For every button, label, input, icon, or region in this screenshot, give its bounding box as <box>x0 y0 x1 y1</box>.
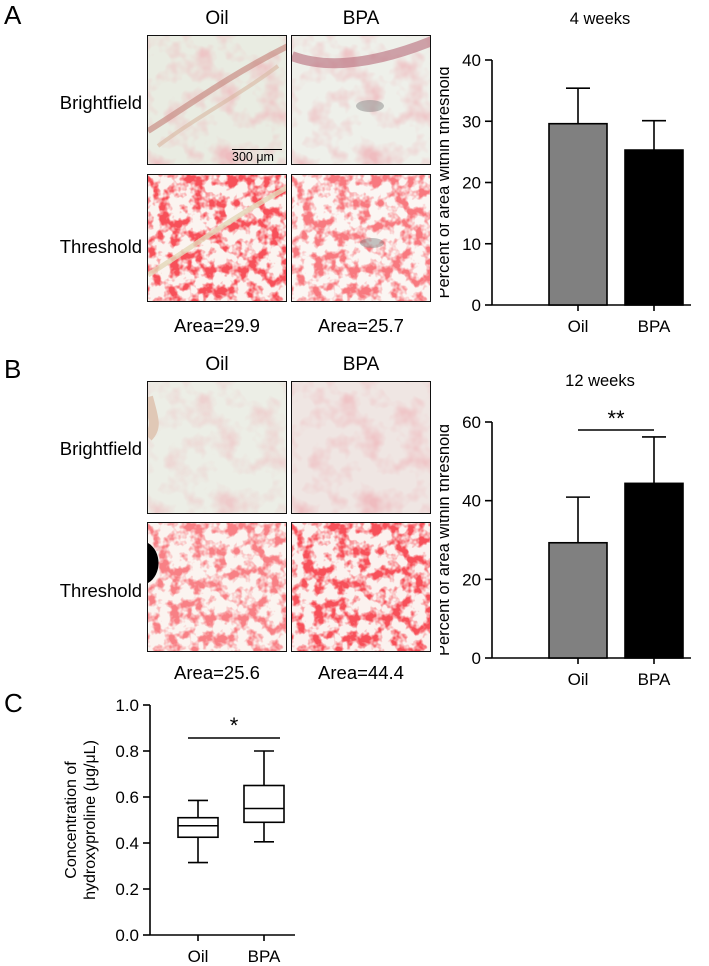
column-label-oil: Oil <box>205 8 229 29</box>
scale-bar-label: 300 μm <box>232 150 274 164</box>
y-tick-label: 0 <box>472 649 481 668</box>
y-tick-label: 0.2 <box>115 880 139 899</box>
x-tick-label: Oil <box>188 947 209 966</box>
box-oil <box>177 816 219 839</box>
y-tick-label: 20 <box>462 570 481 589</box>
y-tick-label: 10 <box>462 235 481 254</box>
y-tick-label: 30 <box>462 112 481 131</box>
bar-chart-12-weeks: 0 20 40 60 Oil BPA Percent of area within thre… <box>440 406 691 689</box>
x-tick-label: BPA <box>638 670 671 689</box>
row-label-brightfield: Brightfield <box>59 438 142 459</box>
y-tick-label: 60 <box>462 413 481 432</box>
y-tick-label: 40 <box>462 492 481 511</box>
y-tick-label: 0 <box>472 296 481 315</box>
row-label-threshold: Threshold <box>59 580 142 601</box>
significance-marker: ** <box>607 406 625 431</box>
area-label-b-oil: Area=25.6 <box>174 662 260 683</box>
y-tick-label: 0.8 <box>115 742 139 761</box>
area-label-a-bpa: Area=25.7 <box>318 315 404 336</box>
significance-marker: * <box>230 713 239 738</box>
panel-letter-a: A <box>4 0 22 30</box>
x-tick-label: Oil <box>568 670 589 689</box>
x-tick-label: BPA <box>248 947 281 966</box>
y-tick-label: 1.0 <box>115 696 139 715</box>
micrograph-b-bpa-brightfield <box>291 381 431 514</box>
y-axis-label: Percent of area within threshold <box>440 424 453 656</box>
micrograph-a-bpa-brightfield <box>291 35 431 165</box>
bar-bpa <box>624 482 684 659</box>
area-label-a-oil: Area=29.9 <box>174 315 260 336</box>
y-axis-label-line2: hydroxyproline (μg/μL) <box>82 740 99 900</box>
panel-letter-c: C <box>4 688 23 718</box>
y-tick-label: 0.4 <box>115 834 139 853</box>
micrograph-a-oil-brightfield <box>147 35 287 165</box>
column-label-bpa: BPA <box>342 8 380 29</box>
scale-bar <box>232 149 282 150</box>
chart-title-4-weeks: 4 weeks <box>569 10 631 28</box>
micrograph-b-oil-threshold <box>147 522 287 652</box>
bar-chart-4-weeks: 0 10 20 30 40 Oil BPA Percent of area within th… <box>440 51 691 336</box>
panel-letter-b: B <box>4 354 22 384</box>
column-label-oil: Oil <box>205 354 229 375</box>
y-axis-label-line1: Concentration of <box>63 761 80 879</box>
y-axis-label: Percent of area within threshold <box>440 66 453 298</box>
y-tick-label: 40 <box>462 51 481 70</box>
row-label-threshold: Threshold <box>59 236 142 257</box>
y-tick-label: 20 <box>462 174 481 193</box>
x-tick-label: Oil <box>568 317 589 336</box>
bar-oil <box>548 541 608 659</box>
micrograph-b-bpa-threshold <box>291 522 431 652</box>
chart-title-12-weeks: 12 weeks <box>565 372 635 390</box>
bar-oil <box>548 122 608 306</box>
area-label-b-bpa: Area=44.4 <box>318 662 404 683</box>
box-plot-hydroxyproline: 0.0 0.2 0.4 0.6 0.8 1.0 Oil BPA Concentration of… <box>63 696 295 966</box>
bar-bpa <box>624 149 684 306</box>
row-label-brightfield: Brightfield <box>59 92 142 113</box>
box-bpa <box>243 784 285 824</box>
micrograph-b-oil-brightfield <box>147 381 287 514</box>
micrograph-a-oil-threshold <box>147 174 287 302</box>
y-tick-label: 0.6 <box>115 788 139 807</box>
micrograph-a-bpa-threshold <box>291 174 431 302</box>
column-label-bpa: BPA <box>342 354 380 375</box>
x-tick-label: BPA <box>638 317 671 336</box>
y-tick-label: 0.0 <box>115 926 139 945</box>
